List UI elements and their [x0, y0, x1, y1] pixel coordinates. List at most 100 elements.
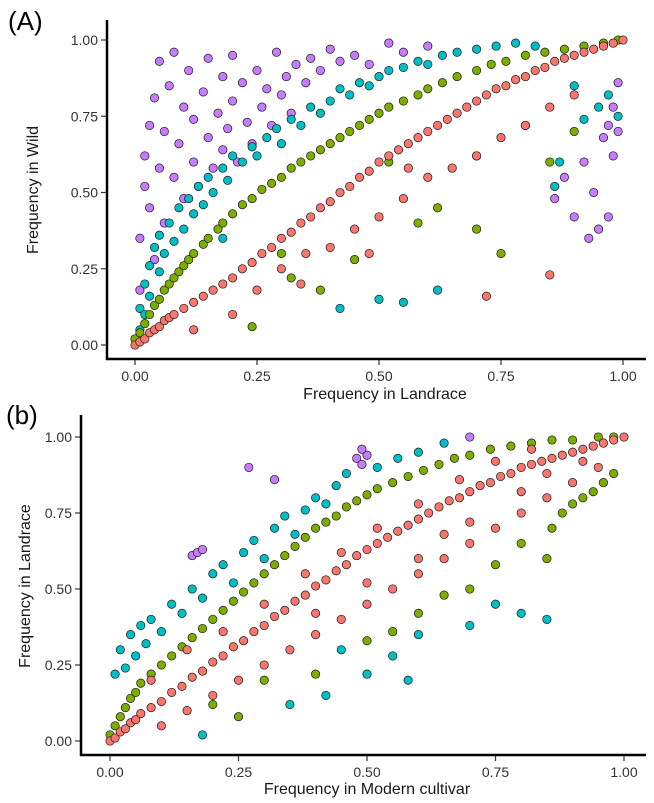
- panel-a-series-0-point-9: [154, 56, 164, 66]
- panel-a-series-0-point-36: [252, 65, 262, 76]
- panel-b-series-1-point-31: [336, 645, 346, 655]
- panel-a-x-tick-label-3: 0.75: [487, 368, 514, 384]
- panel-a-series-0-point-23: [203, 133, 213, 143]
- panel-a-series-0-point-14: [169, 47, 179, 57]
- panel-a-y-tick-label-3: 0.75: [71, 108, 98, 124]
- panel-a-series-2-point-25: [306, 151, 316, 161]
- panel-a-series-0-point-55: [550, 194, 560, 204]
- panel-b-series-3-point-24: [321, 575, 331, 585]
- panel-b-series-3-point-3: [120, 724, 130, 734]
- panel-a-series-3-point-29: [374, 157, 384, 167]
- panel-a-series-0-point-34: [242, 117, 252, 127]
- panel-b-series-3-point-88: [439, 529, 449, 539]
- panel-b-series-0-point-5: [352, 453, 362, 463]
- panel-a-series-3-point-32: [403, 139, 413, 149]
- panel-b-series-2-point-24: [321, 517, 331, 527]
- panel-a-series-1-point-21: [223, 175, 233, 185]
- panel-a-series-2-point-43: [540, 47, 550, 57]
- panel-a-series-1-point-2: [140, 279, 150, 289]
- panel-a-series-1-point-7: [154, 267, 164, 277]
- panel-a-series-3-point-45: [530, 65, 540, 76]
- panel-b-y-tick-label-0: 0.00: [45, 733, 72, 749]
- panel-a-series-2-point-35: [413, 90, 423, 100]
- panel-b-series-3-point-75: [259, 599, 269, 609]
- panel-a-series-2-point-24: [296, 157, 306, 167]
- panel-a-series-3-point-21: [296, 218, 306, 228]
- panel-a-series-1-point-38: [374, 72, 384, 82]
- panel-a-series-2-point-13: [198, 239, 208, 249]
- panel-a-x-tick-label-1: 0.25: [243, 368, 270, 384]
- panel-a-series-2-point-44: [559, 44, 569, 54]
- panel-a-series-0-point-58: [579, 157, 589, 167]
- panel-b-series-2-point-47: [588, 487, 598, 497]
- panel-a-series-3-point-46: [540, 62, 550, 72]
- panel-a-series-1-point-43: [437, 50, 447, 60]
- panel-a-x-title: Frequency in Landrace: [303, 386, 467, 403]
- panel-a-series-3-point-50: [579, 47, 589, 57]
- panel-a-series-3-point-14: [228, 273, 238, 283]
- panel-b-series-0-point-2: [197, 544, 208, 555]
- panel-a-series-3-point-24: [325, 197, 335, 207]
- panel-b-series-3-point-13: [208, 657, 218, 667]
- panel-a-series-3-point-10: [189, 297, 199, 307]
- panel-a-series-2-point-29: [345, 126, 355, 137]
- panel-b-series-3-point-31: [393, 526, 403, 536]
- panel-b-series-2-point-60: [233, 712, 244, 722]
- panel-b-series-2-point-55: [413, 608, 423, 618]
- panel-a-series-3-point-63: [398, 194, 408, 204]
- panel-a-series-2-point-38: [452, 72, 462, 82]
- panel-a-series-1-point-51: [594, 102, 604, 112]
- panel-a-series-2-point-1: [135, 328, 145, 338]
- panel-b-series-3-point-62: [362, 599, 372, 609]
- panel-a-series-2-point-51: [350, 255, 360, 265]
- panel-a-series-2-point-30: [354, 120, 365, 130]
- panel-b-series-3-point-41: [496, 471, 506, 482]
- panel-a-series-1-point-12: [174, 203, 184, 213]
- panel-a-series-1-point-24: [247, 142, 257, 152]
- panel-a-series-2-point-54: [472, 224, 482, 234]
- panel-b-series-2-point-37: [506, 441, 516, 451]
- panel-b-series-2-point-2: [115, 712, 125, 722]
- panel-a-series-1-point-18: [203, 172, 213, 182]
- panel-a-series-0-point-61: [598, 133, 609, 143]
- panel-a-series-0-point-46: [306, 53, 316, 63]
- panel-b-y-tick-label-1: 0.25: [45, 657, 72, 673]
- panel-b-series-0-point-4: [269, 475, 280, 485]
- panel-a-series-1-point-10: [164, 218, 174, 228]
- panel-b-series-3-point-9: [167, 687, 177, 697]
- panel-b-series-3-point-83: [413, 554, 423, 564]
- panel-b-series-3-point-8: [156, 696, 166, 707]
- panel-a-series-3-point-52: [598, 41, 609, 51]
- panel-a-series-0-point-52: [384, 38, 394, 48]
- panel-b-series-0-point-8: [357, 444, 367, 454]
- panel-b-series-2-point-18: [259, 569, 269, 579]
- panel-a-series-3-point-13: [218, 279, 228, 289]
- panel-b-series-3-point-57: [233, 675, 244, 685]
- panel-b-series-3-point-26: [341, 560, 351, 570]
- panel-b-series-1-point-18: [259, 554, 269, 564]
- panel-b-series-0-point-6: [357, 459, 367, 469]
- panel-b-series-3-point-44: [526, 459, 537, 469]
- panel-b-series-1-point-17: [249, 535, 259, 545]
- panel-b-series-3-point-64: [413, 569, 423, 579]
- panel-b-series-3-point-6: [136, 709, 146, 719]
- panel-b-series-3-point-50: [588, 441, 598, 451]
- panel-b-series-2-point-21: [290, 541, 300, 551]
- panel-b-series-2-point-46: [578, 493, 588, 503]
- panel-a: (A) 0.00 0.25 0.50 0.75 1.00 0.00 0.25 0.50 0.75…: [8, 6, 646, 403]
- panel-a-series-2-point-26: [315, 145, 325, 155]
- panel-a-series-1-point-35: [345, 90, 355, 100]
- panel-a-series-1-point-39: [384, 65, 394, 76]
- panel-b-series-1-point-1: [115, 645, 125, 655]
- panel-a-series-2-point-50: [286, 273, 296, 283]
- panel-a-series-0-point-49: [335, 56, 345, 66]
- panel-b-y-tick-label-4: 1.00: [45, 429, 72, 445]
- panel-b-series-2-point-53: [465, 584, 475, 594]
- panel-a-points: [130, 35, 628, 350]
- panel-b-series-3-point-81: [490, 456, 501, 466]
- panel-b-series-3-point-63: [388, 584, 398, 594]
- panel-b-series-2-point-9: [167, 651, 177, 661]
- panel-b-series-2-point-26: [341, 502, 351, 512]
- panel-a-series-2-point-8: [169, 273, 179, 283]
- panel-b-series-1-point-20: [280, 511, 290, 521]
